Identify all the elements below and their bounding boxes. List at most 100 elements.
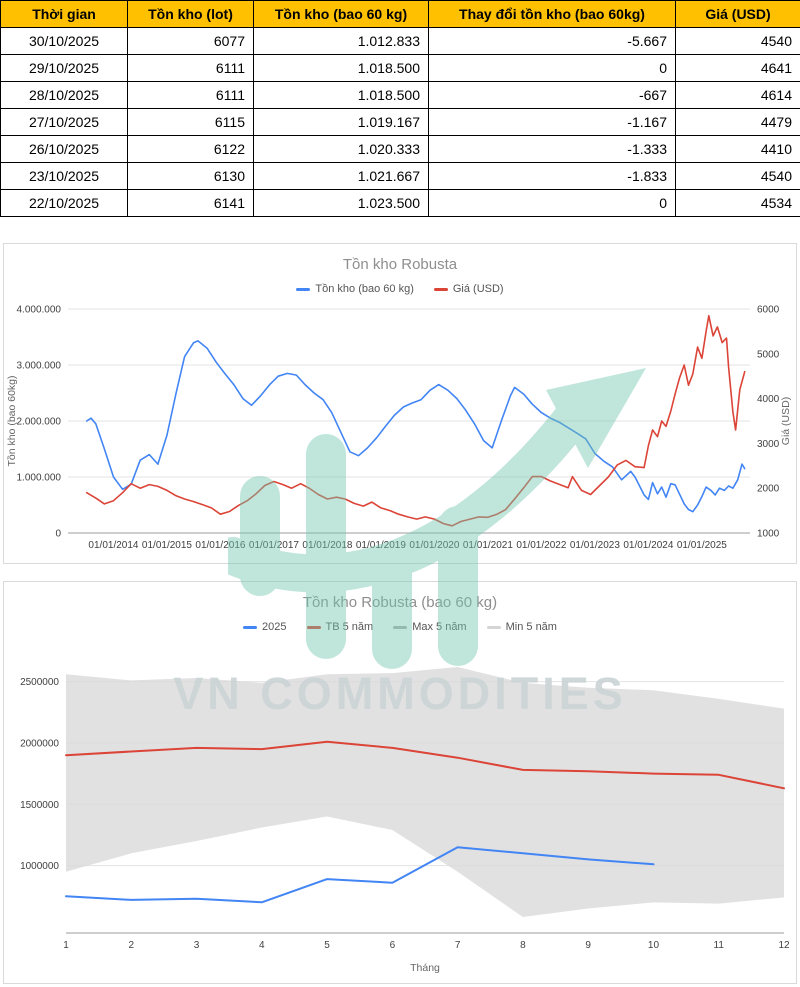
table-cell: 1.020.333: [253, 135, 429, 163]
legend-item-max[interactable]: Max 5 năm: [393, 621, 467, 633]
table-cell: 1.019.167: [253, 108, 429, 136]
svg-text:3.000.000: 3.000.000: [17, 361, 62, 372]
table-cell: -5.667: [428, 27, 676, 55]
legend-item-avg[interactable]: TB 5 năm: [306, 621, 374, 633]
legend-item-inventory[interactable]: Tồn kho (bao 60 kg): [296, 283, 414, 295]
seasonal-chart-card: Tồn kho Robusta (bao 60 kg) 2025 TB 5 nă…: [3, 581, 797, 984]
seasonal-chart-legend: 2025 TB 5 năm Max 5 năm Min 5 năm: [4, 621, 796, 633]
svg-text:Giá (USD): Giá (USD): [780, 397, 792, 445]
legend-marker-2025: [243, 625, 258, 629]
svg-text:Tồn kho (bao 60kg): Tồn kho (bao 60kg): [6, 375, 18, 466]
table-row: 30/10/2025 6077 1.012.833 -5.667 4540: [0, 27, 800, 55]
svg-text:12: 12: [778, 940, 790, 951]
table-row: 26/10/2025 6122 1.020.333 -1.333 4410: [0, 135, 800, 163]
svg-text:9: 9: [585, 940, 591, 951]
inventory-table-body: 30/10/2025 6077 1.012.833 -5.667 4540 29/10/2…: [0, 27, 800, 217]
table-cell: 4479: [675, 108, 800, 136]
svg-text:8: 8: [520, 940, 526, 951]
legend-marker-inventory: [296, 287, 311, 291]
legend-item-2025[interactable]: 2025: [243, 621, 287, 633]
svg-text:10: 10: [648, 940, 660, 951]
table-cell: 23/10/2025: [0, 162, 128, 190]
table-cell: 6111: [127, 54, 254, 82]
inventory-table: Thời gian Tồn kho (lot) Tồn kho (bao 60 …: [0, 0, 800, 217]
table-cell: 6130: [127, 162, 254, 190]
svg-text:01/01/2016: 01/01/2016: [195, 540, 245, 551]
legend-item-min[interactable]: Min 5 năm: [486, 621, 557, 633]
table-cell: 26/10/2025: [0, 135, 128, 163]
table-row: 28/10/2025 6111 1.018.500 -667 4614: [0, 81, 800, 109]
legend-label-max: Max 5 năm: [412, 621, 467, 633]
legend-marker-max: [393, 625, 408, 629]
table-cell: 1.018.500: [253, 81, 429, 109]
svg-text:01/01/2019: 01/01/2019: [356, 540, 406, 551]
table-cell: -1.833: [428, 162, 676, 190]
inventory-price-chart[interactable]: 0 1.000.000 2.000.000 3.000.000 4.000.000 100…: [4, 299, 796, 557]
seasonal-chart-title: Tồn kho Robusta (bao 60 kg): [302, 594, 498, 611]
table-cell: 6141: [127, 189, 254, 217]
inventory-price-chart-legend: Tồn kho (bao 60 kg) Giá (USD): [4, 283, 796, 295]
svg-text:01/01/2015: 01/01/2015: [142, 540, 192, 551]
svg-text:1.000.000: 1.000.000: [17, 473, 62, 484]
svg-text:Tháng: Tháng: [410, 962, 440, 974]
table-cell: 4641: [675, 54, 800, 82]
svg-text:6000: 6000: [757, 305, 780, 316]
inventory-price-chart-title: Tồn kho Robusta: [342, 256, 458, 273]
col-header-time: Thời gian: [0, 0, 128, 28]
svg-text:2: 2: [128, 940, 134, 951]
table-cell: 4540: [675, 27, 800, 55]
table-header: Thời gian Tồn kho (lot) Tồn kho (bao 60 …: [0, 0, 800, 28]
svg-text:01/01/2021: 01/01/2021: [463, 540, 513, 551]
svg-text:01/01/2025: 01/01/2025: [677, 540, 727, 551]
table-cell: 4614: [675, 81, 800, 109]
svg-text:3000: 3000: [757, 439, 780, 450]
legend-marker-avg: [306, 625, 321, 629]
svg-text:5: 5: [324, 940, 330, 951]
legend-label-avg: TB 5 năm: [325, 621, 374, 633]
svg-text:01/01/2023: 01/01/2023: [570, 540, 620, 551]
table-cell: -1.333: [428, 135, 676, 163]
svg-text:01/01/2022: 01/01/2022: [516, 540, 566, 551]
table-cell: 0: [428, 189, 676, 217]
table-row: 23/10/2025 6130 1.021.667 -1.833 4540: [0, 162, 800, 190]
svg-text:4: 4: [259, 940, 265, 951]
svg-text:5000: 5000: [757, 349, 780, 360]
col-header-stock-lot: Tồn kho (lot): [127, 0, 254, 28]
inventory-price-chart-card: Tồn kho Robusta Tồn kho (bao 60 kg) Giá …: [3, 243, 797, 564]
table-cell: 1.023.500: [253, 189, 429, 217]
col-header-stock-bags: Tồn kho (bao 60 kg): [253, 0, 429, 28]
legend-marker-price: [433, 287, 448, 291]
svg-text:11: 11: [714, 940, 725, 951]
table-cell: 6122: [127, 135, 254, 163]
svg-text:2000: 2000: [757, 484, 780, 495]
svg-text:01/01/2017: 01/01/2017: [249, 540, 299, 551]
svg-text:01/01/2020: 01/01/2020: [409, 540, 459, 551]
svg-text:3: 3: [194, 940, 200, 951]
col-header-price: Giá (USD): [675, 0, 800, 28]
table-cell: 4534: [675, 189, 800, 217]
table-cell: 6111: [127, 81, 254, 109]
table-cell: 4540: [675, 162, 800, 190]
table-cell: -667: [428, 81, 676, 109]
table-cell: 29/10/2025: [0, 54, 128, 82]
svg-text:01/01/2024: 01/01/2024: [623, 540, 673, 551]
svg-text:4.000.000: 4.000.000: [17, 305, 62, 316]
table-cell: 27/10/2025: [0, 108, 128, 136]
legend-label-2025: 2025: [262, 621, 287, 633]
table-cell: 1.021.667: [253, 162, 429, 190]
table-cell: 30/10/2025: [0, 27, 128, 55]
table-cell: 6115: [127, 108, 254, 136]
svg-text:2000000: 2000000: [20, 738, 59, 749]
svg-text:2500000: 2500000: [20, 677, 59, 688]
legend-label-min: Min 5 năm: [505, 621, 557, 633]
table-cell: 4410: [675, 135, 800, 163]
svg-text:1000: 1000: [757, 529, 780, 540]
svg-text:01/01/2014: 01/01/2014: [88, 540, 138, 551]
legend-marker-min: [486, 625, 501, 629]
svg-text:1: 1: [63, 940, 69, 951]
legend-label-inventory: Tồn kho (bao 60 kg): [315, 283, 414, 295]
svg-text:1000000: 1000000: [20, 861, 59, 872]
legend-item-price[interactable]: Giá (USD): [433, 283, 504, 295]
